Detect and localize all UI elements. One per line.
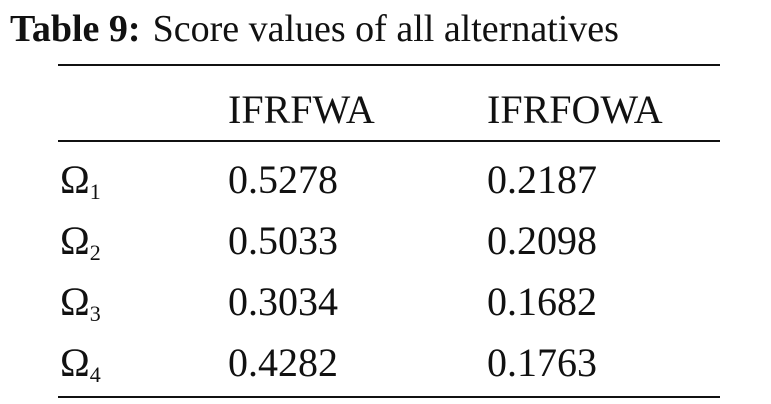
cell: 0.2098	[487, 218, 597, 263]
cell: 0.5033	[228, 218, 338, 263]
cell: 0.1682	[487, 279, 597, 324]
subscript: 1	[89, 179, 101, 204]
caption-text: Score values of all alternatives	[152, 8, 619, 50]
bottom-rule	[58, 396, 720, 398]
mid-rule	[58, 140, 720, 142]
cell: 0.3034	[228, 279, 338, 324]
symbol: Ω	[60, 340, 90, 385]
cell: 0.1763	[487, 340, 597, 385]
row-label: Ω3	[60, 282, 101, 325]
cell: 0.4282	[228, 340, 338, 385]
cell: 0.5278	[228, 157, 338, 202]
symbol: Ω	[60, 279, 90, 324]
subscript: 2	[89, 240, 101, 265]
column-header: IFRFWA	[228, 87, 375, 132]
subscript: 3	[89, 301, 101, 326]
top-rule	[58, 64, 720, 66]
column-header: IFRFOWA	[487, 87, 663, 132]
row-label: Ω4	[60, 343, 101, 386]
subscript: 4	[89, 362, 101, 387]
caption-label: Table 9:	[10, 8, 141, 50]
row-label: Ω2	[60, 221, 101, 264]
symbol: Ω	[60, 157, 90, 202]
symbol: Ω	[60, 218, 90, 263]
caption: Table 9: Score values of all alternatives	[10, 10, 619, 48]
row-label: Ω1	[60, 160, 101, 203]
cell: 0.2187	[487, 157, 597, 202]
